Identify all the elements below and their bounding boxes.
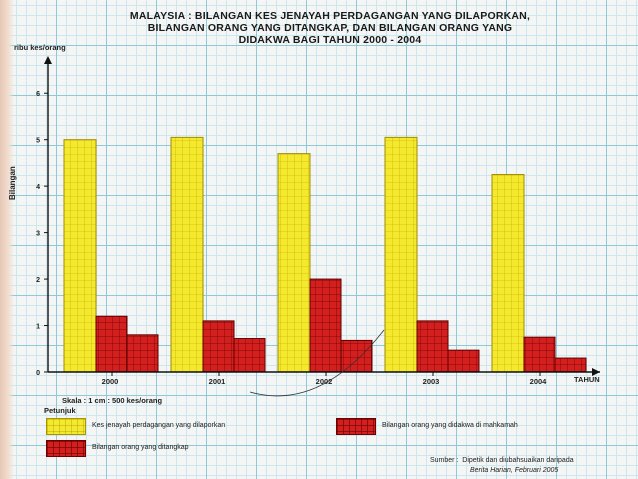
bar-reported-2002: [277, 153, 311, 373]
y-tick-label: 6: [36, 91, 40, 98]
source-publication: Berita Harian, Februari 2005: [470, 467, 559, 474]
source-text: Dipetik dan diubahsuaikan daripada: [462, 457, 574, 464]
y-tick-label: 3: [36, 231, 40, 238]
source-label: Sumber: [430, 457, 455, 464]
bar-reported-2003: [384, 136, 418, 373]
y-axis-arrow: [44, 56, 52, 64]
bar-arrested-2000: [95, 315, 128, 373]
legend-label-charged: Bilangan orang yang didakwa di mahkamah: [382, 422, 518, 429]
bar-charged-2002: [340, 339, 373, 373]
bar-arrested-2002: [309, 278, 342, 373]
page-edge: [0, 0, 14, 479]
chart-title-line-3: DIDAKWA BAGI TAHUN 2000 - 2004: [238, 34, 422, 46]
bar-charged-2000: [126, 334, 159, 373]
scale-note: Skala : 1 cm : 500 kes/orang: [62, 396, 163, 405]
bar-charged-2004: [554, 357, 587, 373]
legend-swatch-charged: [336, 418, 376, 435]
bar-charged-2001: [233, 338, 266, 373]
chart-title-line-2: BILANGAN ORANG YANG DITANGKAP, DAN BILAN…: [147, 22, 513, 34]
legend-title: Petunjuk: [44, 406, 76, 415]
legend-swatch-arrested: [46, 440, 86, 457]
x-axis-arrow: [592, 368, 600, 376]
bar-reported-2000: [63, 139, 97, 373]
graph-paper-background: [8, 0, 638, 479]
x-axis-label: TAHUN: [574, 375, 600, 384]
y-tick-label: 0: [36, 370, 40, 377]
bar-charged-2003: [447, 349, 480, 373]
legend-label-reported: Kes jenayah perdagangan yang dilaporkan: [92, 422, 226, 429]
legend-label-arrested: Bilangan orang yang ditangkap: [92, 444, 189, 451]
y-tick-label: 5: [36, 138, 40, 145]
bar-reported-2001: [170, 136, 204, 373]
y-axis-unit-label: ribu kes/orang: [14, 43, 66, 52]
source-note: Sumber : Dipetik dan diubahsuaikan darip…: [430, 457, 574, 474]
y-tick-label: 1: [36, 324, 40, 331]
x-tick-label-2002: 2002: [316, 377, 333, 386]
bar-arrested-2001: [202, 320, 235, 373]
bar-reported-2004: [491, 174, 525, 373]
axes-layer: 0 1 2 3 4 5 6 2000 2001 2002 2003 2004: [36, 56, 600, 386]
bars-layer: [63, 136, 587, 373]
y-tick-label: 2: [36, 277, 40, 284]
x-tick-label-2003: 2003: [423, 377, 440, 386]
x-tick-label-2004: 2004: [530, 377, 548, 386]
y-tick-label: 4: [36, 184, 40, 191]
x-tick-label-2001: 2001: [209, 377, 226, 386]
bar-arrested-2004: [523, 336, 556, 373]
bar-arrested-2003: [416, 320, 449, 373]
legend-swatch-reported: [46, 418, 86, 435]
x-tick-label-2000: 2000: [102, 377, 119, 386]
pen-mark: [249, 329, 385, 397]
chart-title-line-1: MALAYSIA : BILANGAN KES JENAYAH PERDAGAN…: [129, 10, 531, 22]
